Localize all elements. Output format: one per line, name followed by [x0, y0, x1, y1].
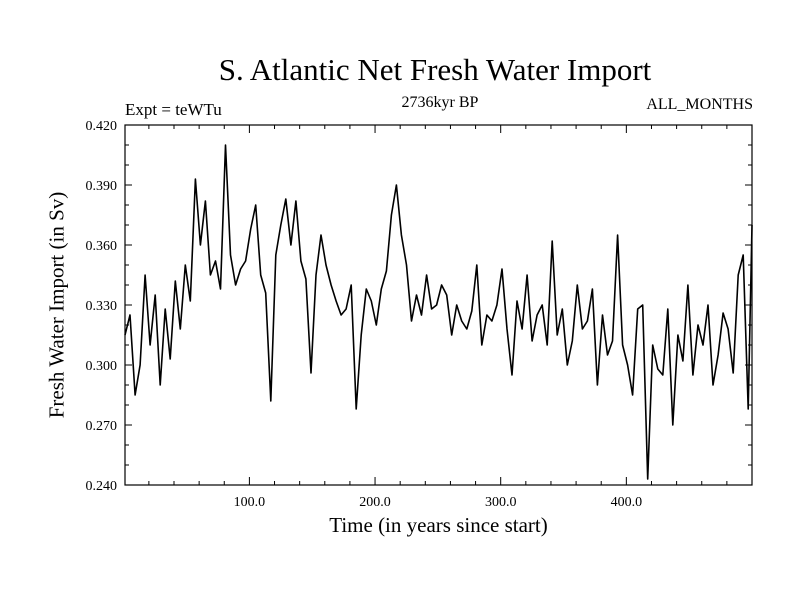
axis-ticks: 0.240 0.270 0.300 0.330 0.360 0.390 0.420 100.0… — [86, 119, 752, 510]
data-series — [124, 144, 753, 480]
x-tick-label: 100.0 — [234, 495, 266, 510]
series-line — [124, 144, 753, 480]
months-label: ALL_MONTHS — [646, 96, 753, 113]
x-tick-label: 400.0 — [611, 495, 643, 510]
chart-subtitle: 2736kyr BP — [401, 94, 479, 111]
x-tick-label: 300.0 — [485, 495, 517, 510]
y-tick-label: 0.360 — [86, 239, 118, 254]
plot-frame — [124, 124, 753, 486]
y-tick-label: 0.270 — [86, 419, 118, 434]
y-tick-label: 0.300 — [86, 359, 118, 374]
x-axis-label: Time (in years since start) — [329, 513, 548, 537]
y-tick-label: 0.330 — [86, 299, 118, 314]
experiment-label: Expt = teWTu — [125, 100, 222, 119]
y-tick-label: 0.420 — [86, 119, 118, 134]
chart-title: S. Atlantic Net Fresh Water Import — [218, 52, 652, 87]
x-tick-label: 200.0 — [359, 495, 391, 510]
y-tick-label: 0.240 — [86, 479, 118, 494]
y-tick-label: 0.390 — [86, 179, 118, 194]
